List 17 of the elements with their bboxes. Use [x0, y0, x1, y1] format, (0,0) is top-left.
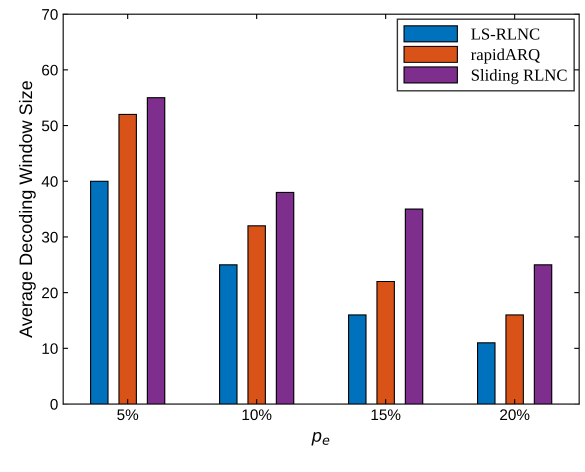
y-tick-label: 20 [42, 288, 58, 298]
x-tick-label: 15% [372, 409, 400, 420]
y-axis-title: Average Decoding Window Size [18, 81, 36, 338]
x-tick-label: 5% [117, 409, 138, 420]
x-axis-title: p$_{e}$ [311, 432, 330, 446]
y-tick-label: 70 [42, 9, 58, 20]
legend-label: LS-RLNC [471, 28, 540, 40]
y-tick-label: 10 [42, 343, 58, 354]
y-tick-label: 50 [42, 120, 58, 132]
y-tick-label: 40 [42, 176, 58, 187]
x-tick-label: 20% [500, 409, 530, 420]
legend-label: rapidARQ [471, 48, 540, 64]
y-tick-label: 30 [42, 232, 58, 243]
legend-label: Sliding RLNC [472, 69, 567, 84]
y-tick-label: 0 [50, 398, 58, 410]
x-tick-label: 10% [242, 409, 272, 420]
y-tick-label: 60 [42, 64, 58, 76]
